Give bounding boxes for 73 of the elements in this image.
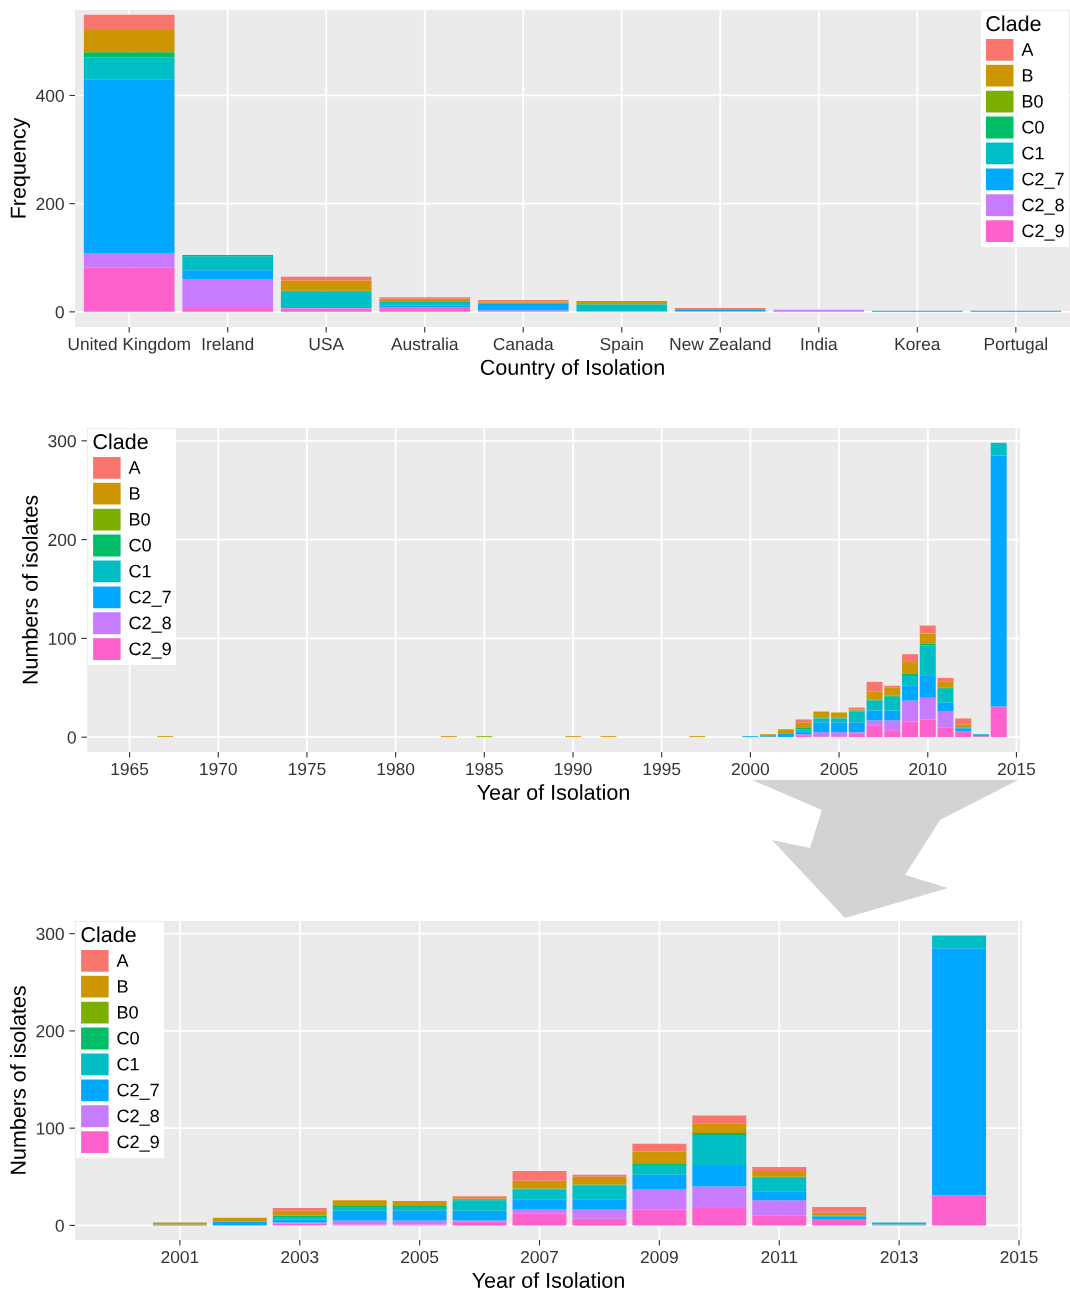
x-tick-label: 1975: [288, 762, 326, 776]
x-tick-label: 2009: [640, 1250, 678, 1264]
x-tick-label: 2005: [820, 762, 858, 776]
y-tick-label: 100: [36, 1122, 64, 1135]
x-tick-label: 2005: [401, 1250, 439, 1264]
x-tick-label: New Zealand: [670, 337, 771, 351]
x-tick-label: 1995: [643, 762, 681, 776]
x-tick-label: 2001: [161, 1250, 199, 1264]
x-tick-label: 1985: [466, 762, 503, 776]
y-axis-title: Numbers of isolates: [22, 495, 38, 684]
x-tick-label: Korea: [895, 338, 941, 351]
y-tick-label: 300: [36, 927, 64, 941]
x-tick-label: 2003: [281, 1250, 319, 1264]
legend-label: C2_9: [1022, 224, 1064, 241]
legend-title: Clade: [986, 15, 1041, 32]
x-tick-label: 1970: [200, 762, 237, 776]
legend-label: B0: [1022, 94, 1043, 108]
x-tick-label: 2015: [998, 762, 1036, 776]
x-tick-label: Canada: [493, 337, 554, 351]
x-tick-label: 2010: [909, 762, 947, 776]
x-tick-label: Ireland: [202, 337, 254, 351]
legend-label: C2_8: [129, 616, 171, 633]
x-tick-label: 1990: [555, 762, 592, 776]
x-axis-title: Year of Isolation: [472, 1272, 624, 1288]
legend-label: C2_7: [1022, 172, 1064, 189]
x-tick-label: 2000: [731, 762, 770, 776]
x-axis-title: Year of Isolation: [477, 784, 629, 800]
x-tick-label: Australia: [390, 337, 459, 351]
x-tick-label: 2011: [761, 1250, 798, 1264]
legend-label: B0: [118, 1005, 138, 1019]
x-tick-label: Spain: [600, 337, 643, 354]
legend-label: C1: [1022, 146, 1044, 160]
legend-label: A: [116, 954, 129, 967]
x-tick-label: India: [801, 337, 838, 351]
legend-label: C2_7: [129, 590, 171, 607]
y-tick-label: 0: [67, 731, 76, 744]
y-tick-label: 200: [36, 1025, 64, 1038]
y-tick-label: 200: [36, 197, 64, 211]
legend-label: B: [130, 487, 140, 500]
x-tick-label: 1965: [111, 762, 149, 776]
x-tick-label: Portugal: [984, 337, 1047, 354]
legend-label: C0: [1022, 120, 1044, 134]
legend-label: B: [118, 980, 128, 993]
legend-label: C0: [129, 538, 151, 552]
x-tick-label: 2015: [1000, 1250, 1038, 1264]
legend-label: C1: [117, 1057, 139, 1071]
x-tick-label: 2013: [880, 1250, 918, 1264]
legend-label: C0: [117, 1031, 139, 1045]
legend-label: B0: [130, 512, 150, 526]
y-axis-title: Numbers of isolates: [10, 986, 26, 1174]
legend-label: C1: [129, 564, 151, 578]
y-axis-title: Frequency: [10, 117, 31, 218]
y-tick-label: 0: [55, 306, 64, 319]
legend-label: C2_8: [1022, 198, 1064, 215]
x-tick-label: United Kingdom: [68, 337, 190, 354]
y-tick-label: 400: [36, 89, 64, 102]
legend-label: A: [1021, 43, 1034, 56]
x-tick-label: USA: [309, 337, 345, 351]
x-axis-title: Country of Isolation: [480, 359, 664, 380]
legend-title: Clade: [81, 926, 136, 943]
legend-title: Clade: [93, 433, 148, 450]
legend-label: C2_8: [117, 1109, 159, 1126]
legend-label: A: [128, 461, 141, 474]
y-tick-label: 300: [48, 435, 76, 448]
x-tick-label: 1980: [377, 762, 415, 776]
y-tick-label: 0: [55, 1219, 64, 1232]
y-tick-label: 200: [48, 533, 76, 547]
x-tick-label: 2007: [521, 1250, 558, 1264]
legend-label: B: [1022, 69, 1033, 82]
legend-label: C2_7: [117, 1083, 159, 1100]
legend-label: C2_9: [129, 642, 171, 659]
legend-label: C2_9: [117, 1135, 159, 1152]
y-tick-label: 100: [48, 632, 76, 645]
